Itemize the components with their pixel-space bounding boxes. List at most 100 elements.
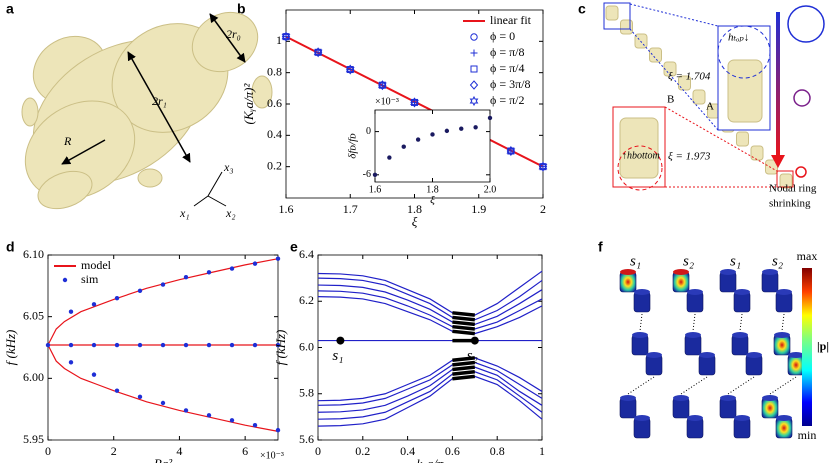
highlight-segment <box>452 356 475 362</box>
point <box>137 394 143 400</box>
point <box>313 47 323 58</box>
legend-label: linear fit <box>490 13 532 27</box>
mode-cell-top <box>762 269 778 275</box>
x-tick-label: 0.8 <box>490 444 505 458</box>
point <box>473 125 478 130</box>
state-point <box>470 336 479 345</box>
series-line <box>317 371 543 420</box>
legend-swatch <box>469 80 479 90</box>
ring-highlight <box>617 145 663 191</box>
connector <box>664 106 778 172</box>
point <box>444 128 450 134</box>
y-tick-label: 5.95 <box>23 432 44 446</box>
mode-cell-top <box>734 415 750 421</box>
connector <box>639 313 643 332</box>
annotation: B <box>667 94 674 106</box>
connector <box>739 313 743 332</box>
y-axis-label: (Kᵧa/π)² <box>241 82 256 124</box>
y-tick-label: 5.6 <box>299 432 314 446</box>
zoom-box <box>603 2 631 30</box>
y-tick-label: 5.8 <box>299 386 314 400</box>
chain-cell <box>750 145 764 161</box>
mode-cell-top <box>685 332 701 338</box>
annotation: ξ = 1.704 <box>668 71 711 83</box>
point <box>377 80 387 91</box>
connector <box>627 376 655 395</box>
point <box>372 172 378 177</box>
mode-label: s₁ <box>730 253 741 269</box>
y-tick-label: 1 <box>276 33 282 47</box>
series-line <box>317 366 543 413</box>
point <box>137 342 143 348</box>
y-tick-label: 0.4 <box>267 127 282 141</box>
legend-swatch <box>469 95 479 107</box>
x-tick-label: 0.6 <box>445 444 460 458</box>
point <box>114 388 120 393</box>
point <box>401 144 406 149</box>
ring-size <box>793 89 811 107</box>
x-tick-label: 2 <box>540 202 546 216</box>
panel-label: b <box>237 1 246 17</box>
x-axis-label: ξ <box>430 195 435 207</box>
ring-size <box>795 166 807 178</box>
annotation: A <box>706 101 714 113</box>
y-tick-label: -6 <box>363 169 371 180</box>
mode-cell-top <box>634 415 650 421</box>
ring-size <box>787 5 825 43</box>
point <box>206 342 212 348</box>
legend-label: ϕ = π/2 <box>490 93 524 107</box>
mode-cell-top <box>776 289 792 295</box>
connector <box>680 376 708 395</box>
dimension-label: R <box>63 134 72 148</box>
highlight-segment <box>452 315 475 322</box>
point <box>229 342 235 348</box>
dimension-arrow <box>209 13 246 63</box>
x-tick-label: 1.7 <box>343 202 358 216</box>
trend-arrow-head <box>771 155 785 168</box>
mode-label: s₁ <box>630 253 641 269</box>
legend-swatch <box>470 49 478 57</box>
mode-cell-top <box>687 415 703 421</box>
panel-label: c <box>578 1 586 17</box>
highlight-segment <box>452 320 475 327</box>
state-point <box>336 336 345 345</box>
series-line <box>317 284 543 325</box>
point <box>252 342 258 348</box>
point <box>114 295 120 301</box>
point <box>387 155 392 160</box>
point <box>160 400 166 406</box>
mode-cell-top <box>634 289 650 295</box>
zoom-box <box>776 170 794 188</box>
highlight-segment <box>452 365 475 372</box>
point <box>206 270 212 275</box>
highlight-segment <box>452 329 475 336</box>
series-line <box>317 361 543 406</box>
point <box>252 423 258 428</box>
mode-cell-top <box>620 269 636 275</box>
mode-cell-top <box>646 352 662 358</box>
axis-arrow <box>207 195 227 207</box>
chain-cell <box>678 75 691 91</box>
mode-cell-top <box>632 332 648 338</box>
dimension-label: 2r₁ <box>152 94 167 108</box>
legend-label: sim <box>81 272 99 286</box>
x-axis-label: Ba² <box>154 456 173 463</box>
point <box>487 115 493 121</box>
chain-cell <box>663 61 677 77</box>
point <box>415 137 421 142</box>
chain-cell <box>692 89 706 105</box>
dimension-arrow <box>127 51 191 163</box>
y-tick-label: 0 <box>366 126 371 137</box>
axis-arrow <box>193 195 209 207</box>
point <box>137 288 143 293</box>
mode-label: s₂ <box>772 253 783 269</box>
mode-cell-top <box>673 269 689 275</box>
mode-label: s₂ <box>683 253 694 269</box>
legend-label: ϕ = π/8 <box>490 45 524 59</box>
series-line <box>317 357 543 402</box>
trend-arrow <box>776 12 780 157</box>
y-tick-label: 6.00 <box>23 370 44 384</box>
plot-area <box>317 254 543 441</box>
point <box>114 342 120 348</box>
